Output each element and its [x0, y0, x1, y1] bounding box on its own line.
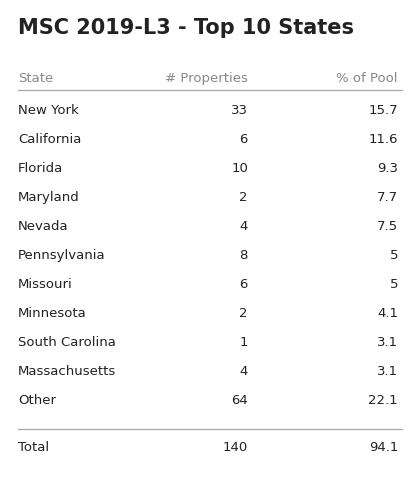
Text: 5: 5 [389, 278, 398, 291]
Text: 10: 10 [231, 162, 248, 175]
Text: 140: 140 [223, 441, 248, 454]
Text: 15.7: 15.7 [368, 104, 398, 117]
Text: MSC 2019-L3 - Top 10 States: MSC 2019-L3 - Top 10 States [18, 18, 354, 38]
Text: Nevada: Nevada [18, 220, 68, 233]
Text: 22.1: 22.1 [368, 394, 398, 407]
Text: 6: 6 [240, 133, 248, 146]
Text: Florida: Florida [18, 162, 63, 175]
Text: 7.5: 7.5 [377, 220, 398, 233]
Text: 3.1: 3.1 [377, 365, 398, 378]
Text: State: State [18, 72, 53, 85]
Text: 3.1: 3.1 [377, 336, 398, 349]
Text: # Properties: # Properties [165, 72, 248, 85]
Text: 11.6: 11.6 [368, 133, 398, 146]
Text: 64: 64 [231, 394, 248, 407]
Text: 1: 1 [239, 336, 248, 349]
Text: Missouri: Missouri [18, 278, 73, 291]
Text: 2: 2 [239, 191, 248, 204]
Text: Pennsylvania: Pennsylvania [18, 249, 105, 262]
Text: 94.1: 94.1 [369, 441, 398, 454]
Text: California: California [18, 133, 81, 146]
Text: 33: 33 [231, 104, 248, 117]
Text: 4.1: 4.1 [377, 307, 398, 320]
Text: 7.7: 7.7 [377, 191, 398, 204]
Text: 4: 4 [240, 365, 248, 378]
Text: 4: 4 [240, 220, 248, 233]
Text: 2: 2 [239, 307, 248, 320]
Text: Other: Other [18, 394, 56, 407]
Text: 9.3: 9.3 [377, 162, 398, 175]
Text: New York: New York [18, 104, 79, 117]
Text: Massachusetts: Massachusetts [18, 365, 116, 378]
Text: 6: 6 [240, 278, 248, 291]
Text: % of Pool: % of Pool [336, 72, 398, 85]
Text: Maryland: Maryland [18, 191, 80, 204]
Text: South Carolina: South Carolina [18, 336, 116, 349]
Text: 8: 8 [240, 249, 248, 262]
Text: Total: Total [18, 441, 49, 454]
Text: 5: 5 [389, 249, 398, 262]
Text: Minnesota: Minnesota [18, 307, 87, 320]
